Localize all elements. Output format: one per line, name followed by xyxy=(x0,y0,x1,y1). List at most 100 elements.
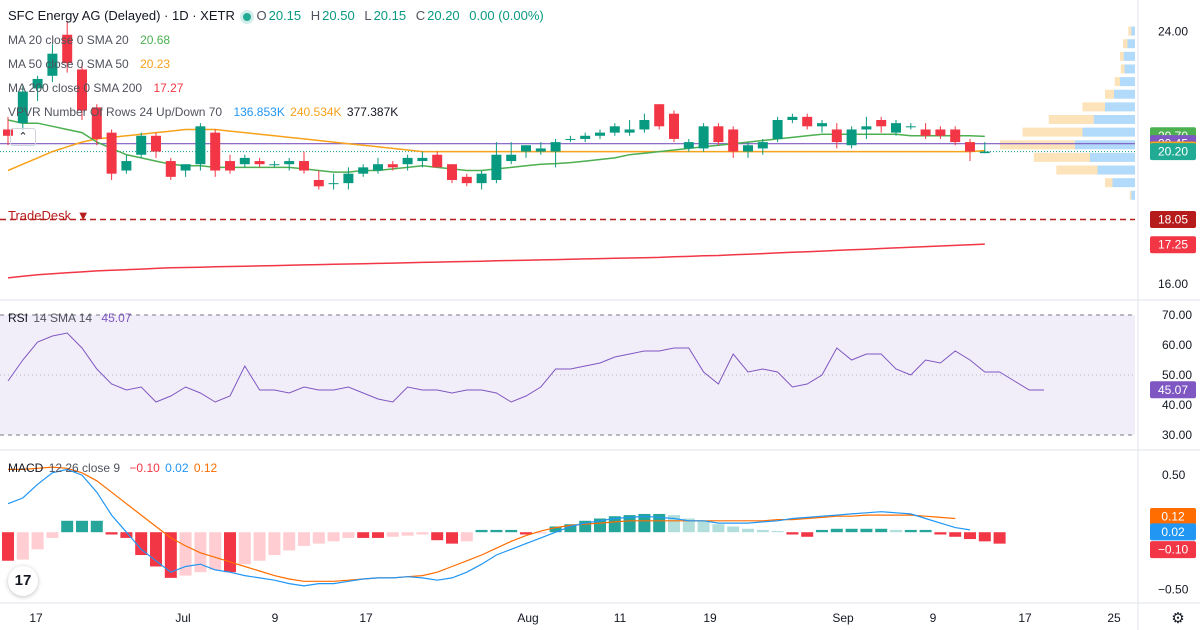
tradedesk-label[interactable]: TradeDesk ▼ xyxy=(8,208,92,224)
candle-body xyxy=(432,154,443,168)
rsi-legend[interactable]: RSI 14 SMA 14 45.07 xyxy=(8,310,133,326)
macd-histogram-bar xyxy=(594,518,606,533)
macd-badge xyxy=(1150,541,1196,559)
ma200-legend[interactable]: MA 200 close 0 SMA 200 17.27 xyxy=(8,80,185,96)
tradingview-logo[interactable]: 17 xyxy=(8,566,38,596)
symbol-title[interactable]: SFC Energy AG (Delayed) · 1D · XETR xyxy=(8,8,235,23)
macd-histogram-bar xyxy=(120,532,133,538)
ma20-value: 20.68 xyxy=(140,33,171,47)
candle-body xyxy=(210,132,221,171)
candle-body xyxy=(461,176,472,184)
settings-gear-icon[interactable]: ⚙ xyxy=(1171,610,1184,627)
macd-histogram-bar xyxy=(342,532,355,538)
candle-body xyxy=(225,161,235,171)
macd-histogram-bar xyxy=(978,532,991,542)
vpvr-down-bar xyxy=(1000,140,1075,150)
macd-histogram-bar xyxy=(16,532,29,560)
macd-histogram-bar xyxy=(682,518,695,533)
candle-body xyxy=(669,113,679,139)
candle-body xyxy=(535,148,546,152)
vpvr-up-bar xyxy=(1090,152,1135,162)
macd-histogram-bar xyxy=(608,516,621,533)
macd-histogram-bar xyxy=(283,532,296,551)
macd-histogram-bar xyxy=(416,532,429,535)
ma50-value: 20.23 xyxy=(140,57,171,71)
candle-body xyxy=(920,129,931,136)
candle-body xyxy=(313,180,324,187)
macd-badge xyxy=(1150,508,1196,526)
ma50-legend[interactable]: MA 50 close 0 SMA 50 20.23 xyxy=(8,56,172,72)
vpvr-total: 377.387K xyxy=(346,105,399,119)
macd-histogram-bar xyxy=(179,532,192,576)
macd-histogram-bar xyxy=(860,528,873,533)
candle-body xyxy=(876,120,887,127)
tradedesk-arrow-icon: ▼ xyxy=(76,208,90,223)
candle-body xyxy=(950,129,961,143)
macd-histogram-bar xyxy=(46,532,59,538)
rsi-band xyxy=(0,315,1135,435)
candle-body xyxy=(787,116,798,120)
candle-body xyxy=(905,126,916,128)
rsi-tick-label: 40.00 xyxy=(1162,398,1192,412)
rsi-value: 45.07 xyxy=(101,311,132,325)
time-axis-label: Aug xyxy=(517,611,538,625)
macd-histogram-bar xyxy=(224,532,236,573)
macd-histogram-bar xyxy=(934,532,947,535)
candle-body xyxy=(728,129,739,152)
macd-histogram-bar xyxy=(475,529,488,533)
time-axis-label: 9 xyxy=(930,611,937,625)
macd-histogram-bar xyxy=(890,529,902,533)
vpvr-down-bar xyxy=(1048,115,1094,124)
collapse-legend-button[interactable]: ⌃ xyxy=(10,128,36,146)
candle-body xyxy=(565,138,576,140)
vpvr-legend[interactable]: VPVR Number Of Rows 24 Up/Down 70 136.85… xyxy=(8,104,400,120)
macd-histogram-bar xyxy=(209,532,222,570)
candle-body xyxy=(3,129,13,136)
macd-histogram-bar xyxy=(964,532,976,540)
macd-label: MACD xyxy=(8,461,44,475)
macd-histogram-bar xyxy=(490,529,503,533)
candle-body xyxy=(831,129,842,143)
vpvr-down: 240.534K xyxy=(290,105,342,119)
high-value: 20.50 xyxy=(322,8,355,23)
vpvr-down-bar xyxy=(1120,51,1124,61)
vpvr-up-bar xyxy=(1114,89,1135,99)
macd-histogram-bar xyxy=(534,532,547,534)
macd-legend[interactable]: MACD 12 26 close 9 −0.10 0.02 0.12 xyxy=(8,460,219,476)
candle-body xyxy=(180,164,191,171)
vpvr-down-bar xyxy=(1082,102,1105,112)
vpvr-down-bar xyxy=(1105,178,1113,188)
candle-body xyxy=(373,164,383,171)
price-badge-label: 18.05 xyxy=(1158,212,1188,226)
vpvr-up-bar xyxy=(1123,51,1135,61)
macd-signal-line xyxy=(8,466,956,582)
vpvr-up-bar xyxy=(1131,26,1135,36)
candle-body xyxy=(417,157,428,162)
macd-histogram-bar xyxy=(298,532,310,546)
macd-badge xyxy=(1150,523,1196,541)
price-tick-label: 16.00 xyxy=(1158,277,1188,291)
macd-histogram-bar xyxy=(623,515,636,533)
vpvr-down-bar xyxy=(1120,64,1125,74)
macd-histogram-bar xyxy=(919,529,932,533)
candle-body xyxy=(861,126,872,130)
ma20-legend[interactable]: MA 20 close 0 SMA 20 20.68 xyxy=(8,32,172,48)
rsi-tick-label: 60.00 xyxy=(1162,338,1192,352)
candle-body xyxy=(521,145,531,152)
macd-histogram-bar xyxy=(61,520,74,533)
candle-body xyxy=(387,164,398,168)
macd-histogram-bar xyxy=(549,526,562,533)
open-value: 20.15 xyxy=(268,8,302,23)
macd-histogram-bar xyxy=(949,532,962,537)
time-axis-label: Jul xyxy=(175,611,190,625)
vpvr-down-bar xyxy=(1114,77,1120,87)
candle-body xyxy=(595,132,605,136)
macd-signal-value: 0.12 xyxy=(193,461,218,475)
header-legend: SFC Energy AG (Delayed) · 1D · XETR O 20.… xyxy=(8,8,546,24)
macd-histogram-bar xyxy=(786,532,799,535)
ma50-label: MA 50 close 0 SMA 50 xyxy=(8,57,129,71)
candle-body xyxy=(550,142,561,152)
candle-body xyxy=(891,123,901,133)
macd-histogram-bar xyxy=(31,532,44,550)
